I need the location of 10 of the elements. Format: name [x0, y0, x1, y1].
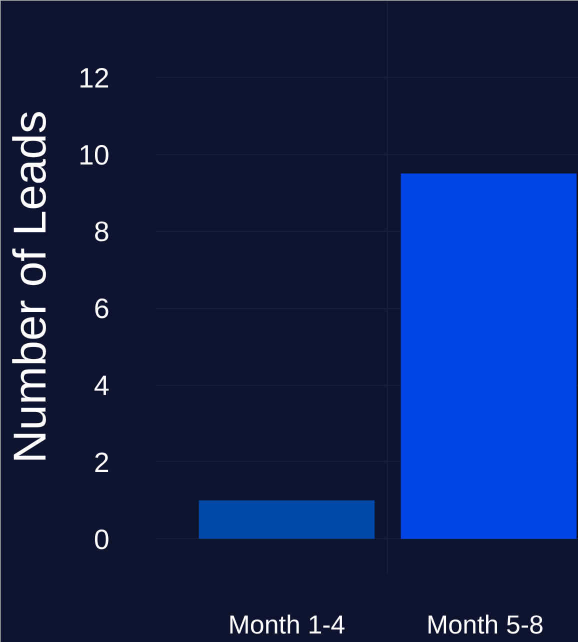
y-tick-label: 8 — [94, 216, 110, 248]
y-tick-label: 4 — [94, 370, 110, 402]
x-tick-label: Month 1-4 — [228, 610, 346, 640]
y-axis-title: Number of Leads — [3, 110, 56, 464]
y-tick-label: 6 — [94, 293, 110, 324]
y-tick-label: 2 — [94, 446, 110, 478]
y-tick-label: 0 — [94, 524, 110, 555]
x-tick-label: Month 5-8 — [426, 610, 544, 640]
y-tick-label: 10 — [78, 139, 110, 170]
y-tick-label: 12 — [78, 62, 110, 94]
